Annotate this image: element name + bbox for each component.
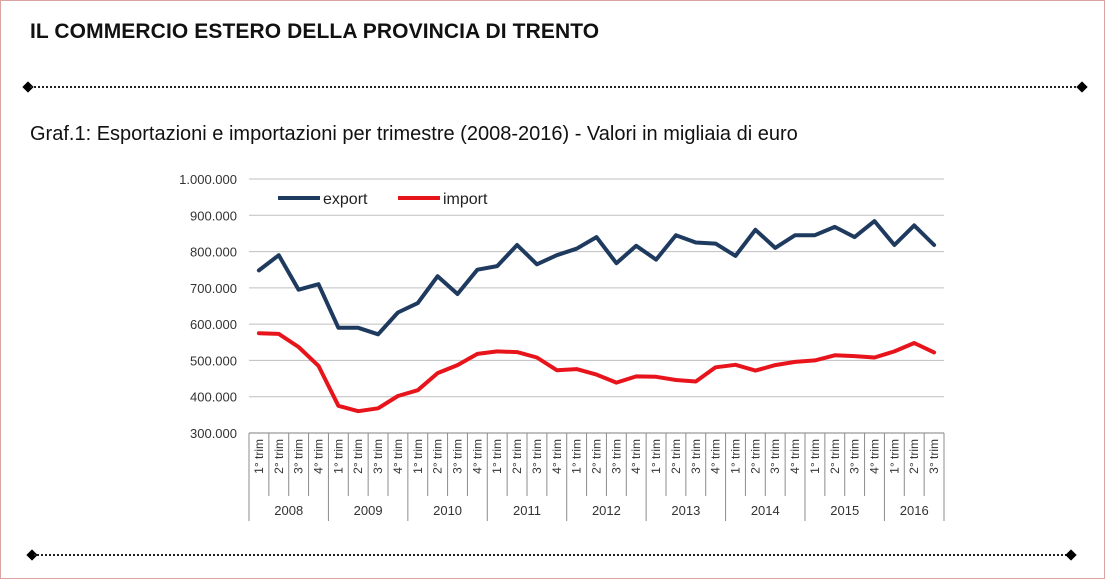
y-tick-label: 600.000 [190,317,237,332]
x-tick-label: 4° trim [629,439,643,474]
x-tick-label: 3° trim [689,439,703,474]
x-tick-label: 3° trim [451,439,465,474]
y-tick-label: 300.000 [190,426,237,441]
legend-label-import: import [443,191,488,208]
legend-label-export: export [323,191,368,208]
series-line-import [256,331,937,414]
year-label: 2015 [830,503,859,518]
x-tick-label: 3° trim [292,439,306,474]
year-label: 2014 [751,503,780,518]
year-label: 2010 [433,503,462,518]
x-tick-label: 1° trim [411,439,425,474]
x-tick-label: 1° trim [887,439,901,474]
x-tick-label: 3° trim [609,439,623,474]
x-tick-label: 1° trim [252,439,266,474]
x-tick-label: 3° trim [768,439,782,474]
x-tick-label: 2° trim [907,439,921,474]
x-tick-label: 2° trim [431,439,445,474]
bottom-divider [34,554,1070,556]
x-tick-label: 3° trim [927,439,941,474]
year-label: 2012 [592,503,621,518]
x-tick-label: 3° trim [848,439,862,474]
top-divider [30,86,1080,88]
x-tick-label: 1° trim [331,439,345,474]
x-tick-label: 4° trim [312,439,326,474]
y-tick-label: 900.000 [190,208,237,223]
year-label: 2013 [671,503,700,518]
series-line-export [256,219,937,337]
x-tick-label: 3° trim [371,439,385,474]
x-tick-label: 1° trim [570,439,584,474]
x-tick-label: 2° trim [748,439,762,474]
x-tick-label: 4° trim [788,439,802,474]
x-tick-label: 2° trim [590,439,604,474]
x-tick-label: 4° trim [470,439,484,474]
y-tick-label: 1.000.000 [179,172,237,187]
year-label: 2011 [513,503,541,518]
x-tick-label: 4° trim [391,439,405,474]
y-tick-label: 700.000 [190,281,237,296]
x-tick-label: 1° trim [649,439,663,474]
x-tick-label: 3° trim [530,439,544,474]
year-label: 2016 [900,503,929,518]
y-tick-label: 500.000 [190,353,237,368]
y-tick-label: 400.000 [190,390,237,405]
x-tick-label: 2° trim [828,439,842,474]
x-tick-label: 4° trim [550,439,564,474]
page-title: IL COMMERCIO ESTERO DELLA PROVINCIA DI T… [30,20,600,43]
x-tick-label: 2° trim [669,439,683,474]
year-label: 2008 [274,503,303,518]
x-tick-label: 2° trim [272,439,286,474]
x-tick-label: 4° trim [868,439,882,474]
chart-subtitle: Graf.1: Esportazioni e importazioni per … [30,123,798,145]
x-tick-label: 2° trim [351,439,365,474]
x-tick-label: 4° trim [709,439,723,474]
x-tick-label: 1° trim [490,439,504,474]
year-label: 2009 [354,503,383,518]
x-tick-label: 1° trim [808,439,822,474]
x-tick-label: 2° trim [510,439,524,474]
x-tick-label: 1° trim [729,439,743,474]
y-tick-label: 800.000 [190,245,237,260]
